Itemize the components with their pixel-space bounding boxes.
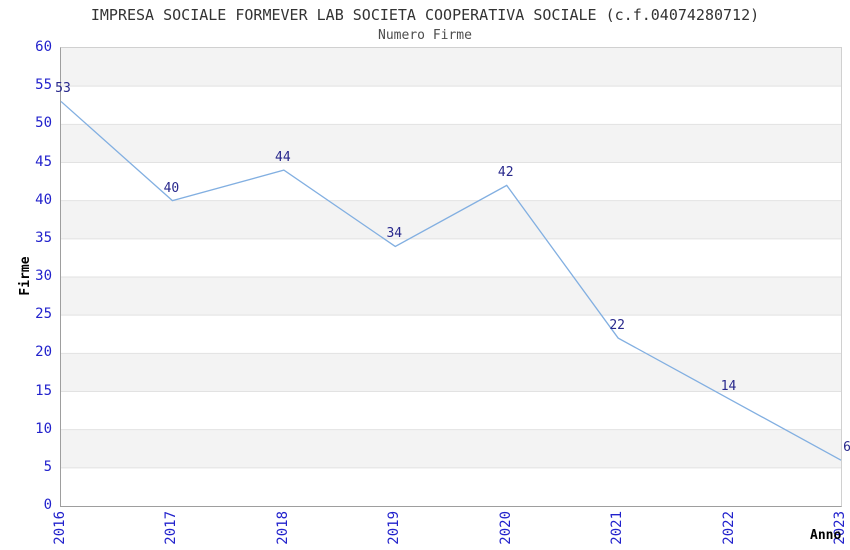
x-tick-label: 2019: [386, 511, 403, 545]
plot-canvas: [60, 48, 842, 506]
y-tick-label: 20: [35, 344, 52, 361]
y-tick-label: 10: [35, 420, 52, 437]
x-tick-label: 2018: [274, 511, 291, 545]
y-tick-label: 60: [35, 39, 52, 55]
grid-band: [61, 162, 841, 201]
data-point-label: 22: [609, 318, 625, 334]
data-point-label: 14: [720, 379, 737, 395]
chart-title: IMPRESA SOCIALE FORMEVER LAB SOCIETA COO…: [90, 6, 760, 24]
y-tick-label: 0: [43, 497, 52, 513]
x-tick-label: 2022: [720, 511, 737, 545]
grid-band: [61, 238, 841, 277]
y-tick-label: 45: [35, 153, 52, 170]
y-axis-label: Firme: [18, 256, 33, 296]
x-tick-label: 2020: [497, 511, 514, 545]
series-line: [60, 100, 842, 461]
data-point-label: 44: [275, 150, 291, 166]
y-tick-label: 5: [43, 458, 52, 475]
grid-band: [61, 48, 841, 87]
y-tick-label: 55: [35, 77, 52, 94]
grid-band: [61, 124, 841, 163]
grid-band: [61, 277, 841, 316]
grid-band: [61, 86, 841, 125]
data-point-label: 42: [497, 165, 514, 181]
y-tick-label: 35: [35, 229, 52, 246]
y-tick-label: 40: [35, 191, 52, 208]
chart-subtitle: Numero Firme: [378, 28, 472, 43]
y-tick-label: 25: [35, 306, 52, 323]
grid-band: [61, 200, 841, 239]
x-tick-label: 2021: [609, 511, 626, 545]
y-tick-label: 15: [35, 382, 52, 399]
x-axis-label: Anno: [810, 528, 842, 543]
y-tick-label: 50: [35, 115, 52, 132]
data-point-label: 53: [55, 81, 71, 97]
data-point-label: 6: [843, 440, 850, 456]
grid-band: [61, 467, 841, 506]
grid-band: [61, 315, 841, 354]
grid-band: [61, 429, 841, 468]
grid-band: [61, 353, 841, 392]
y-tick-label: 30: [35, 268, 52, 284]
grid-band: [61, 391, 841, 430]
x-tick-label: 2016: [52, 511, 68, 545]
data-point-label: 40: [163, 180, 180, 196]
plot-area: [60, 47, 842, 507]
data-point-label: 34: [386, 226, 403, 242]
x-tick-label: 2017: [163, 511, 180, 545]
